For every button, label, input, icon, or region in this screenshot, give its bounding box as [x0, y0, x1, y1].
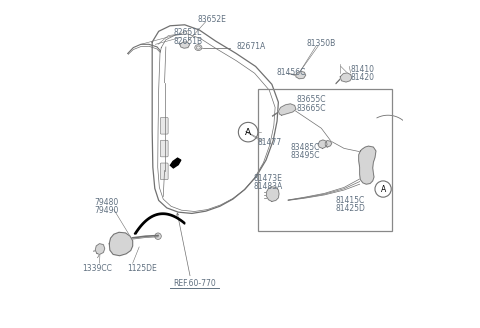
- Polygon shape: [318, 140, 327, 148]
- FancyBboxPatch shape: [160, 117, 168, 134]
- Polygon shape: [278, 104, 296, 115]
- Polygon shape: [325, 141, 332, 147]
- Text: 82651L: 82651L: [174, 28, 202, 37]
- Text: A: A: [245, 128, 251, 137]
- Text: 81410: 81410: [350, 65, 374, 74]
- Bar: [258, 89, 392, 231]
- Text: 81473E: 81473E: [253, 174, 282, 183]
- Text: REF.60-770: REF.60-770: [173, 279, 216, 288]
- Circle shape: [155, 233, 161, 239]
- Text: 83652E: 83652E: [198, 15, 227, 24]
- Circle shape: [115, 239, 126, 249]
- Text: 82651B: 82651B: [173, 36, 203, 46]
- Text: 81456C: 81456C: [276, 68, 306, 77]
- FancyBboxPatch shape: [160, 163, 168, 180]
- Polygon shape: [359, 146, 376, 184]
- Text: 83655C: 83655C: [297, 95, 326, 104]
- Text: 81483A: 81483A: [253, 182, 282, 191]
- Text: 81350B: 81350B: [307, 39, 336, 48]
- Text: 81425D: 81425D: [336, 204, 365, 213]
- Polygon shape: [340, 73, 352, 82]
- Polygon shape: [95, 244, 105, 255]
- FancyBboxPatch shape: [160, 140, 168, 157]
- Polygon shape: [296, 71, 306, 79]
- Polygon shape: [170, 158, 181, 168]
- Polygon shape: [134, 213, 185, 234]
- Polygon shape: [109, 232, 132, 256]
- Ellipse shape: [195, 45, 202, 51]
- Text: 1339CC: 1339CC: [83, 264, 112, 273]
- Text: A: A: [381, 185, 386, 194]
- Text: 83485C: 83485C: [290, 143, 320, 152]
- Text: 83665C: 83665C: [297, 104, 326, 113]
- Text: 79490: 79490: [95, 206, 119, 215]
- Text: 1125DE: 1125DE: [127, 264, 156, 273]
- Text: 81420: 81420: [350, 73, 374, 82]
- Text: 79480: 79480: [95, 198, 119, 207]
- Text: 81477: 81477: [257, 138, 281, 147]
- Text: 83495C: 83495C: [290, 151, 320, 160]
- Text: 81415C: 81415C: [336, 196, 365, 205]
- Polygon shape: [180, 42, 190, 48]
- Polygon shape: [267, 187, 279, 201]
- Text: 82671A: 82671A: [237, 42, 266, 51]
